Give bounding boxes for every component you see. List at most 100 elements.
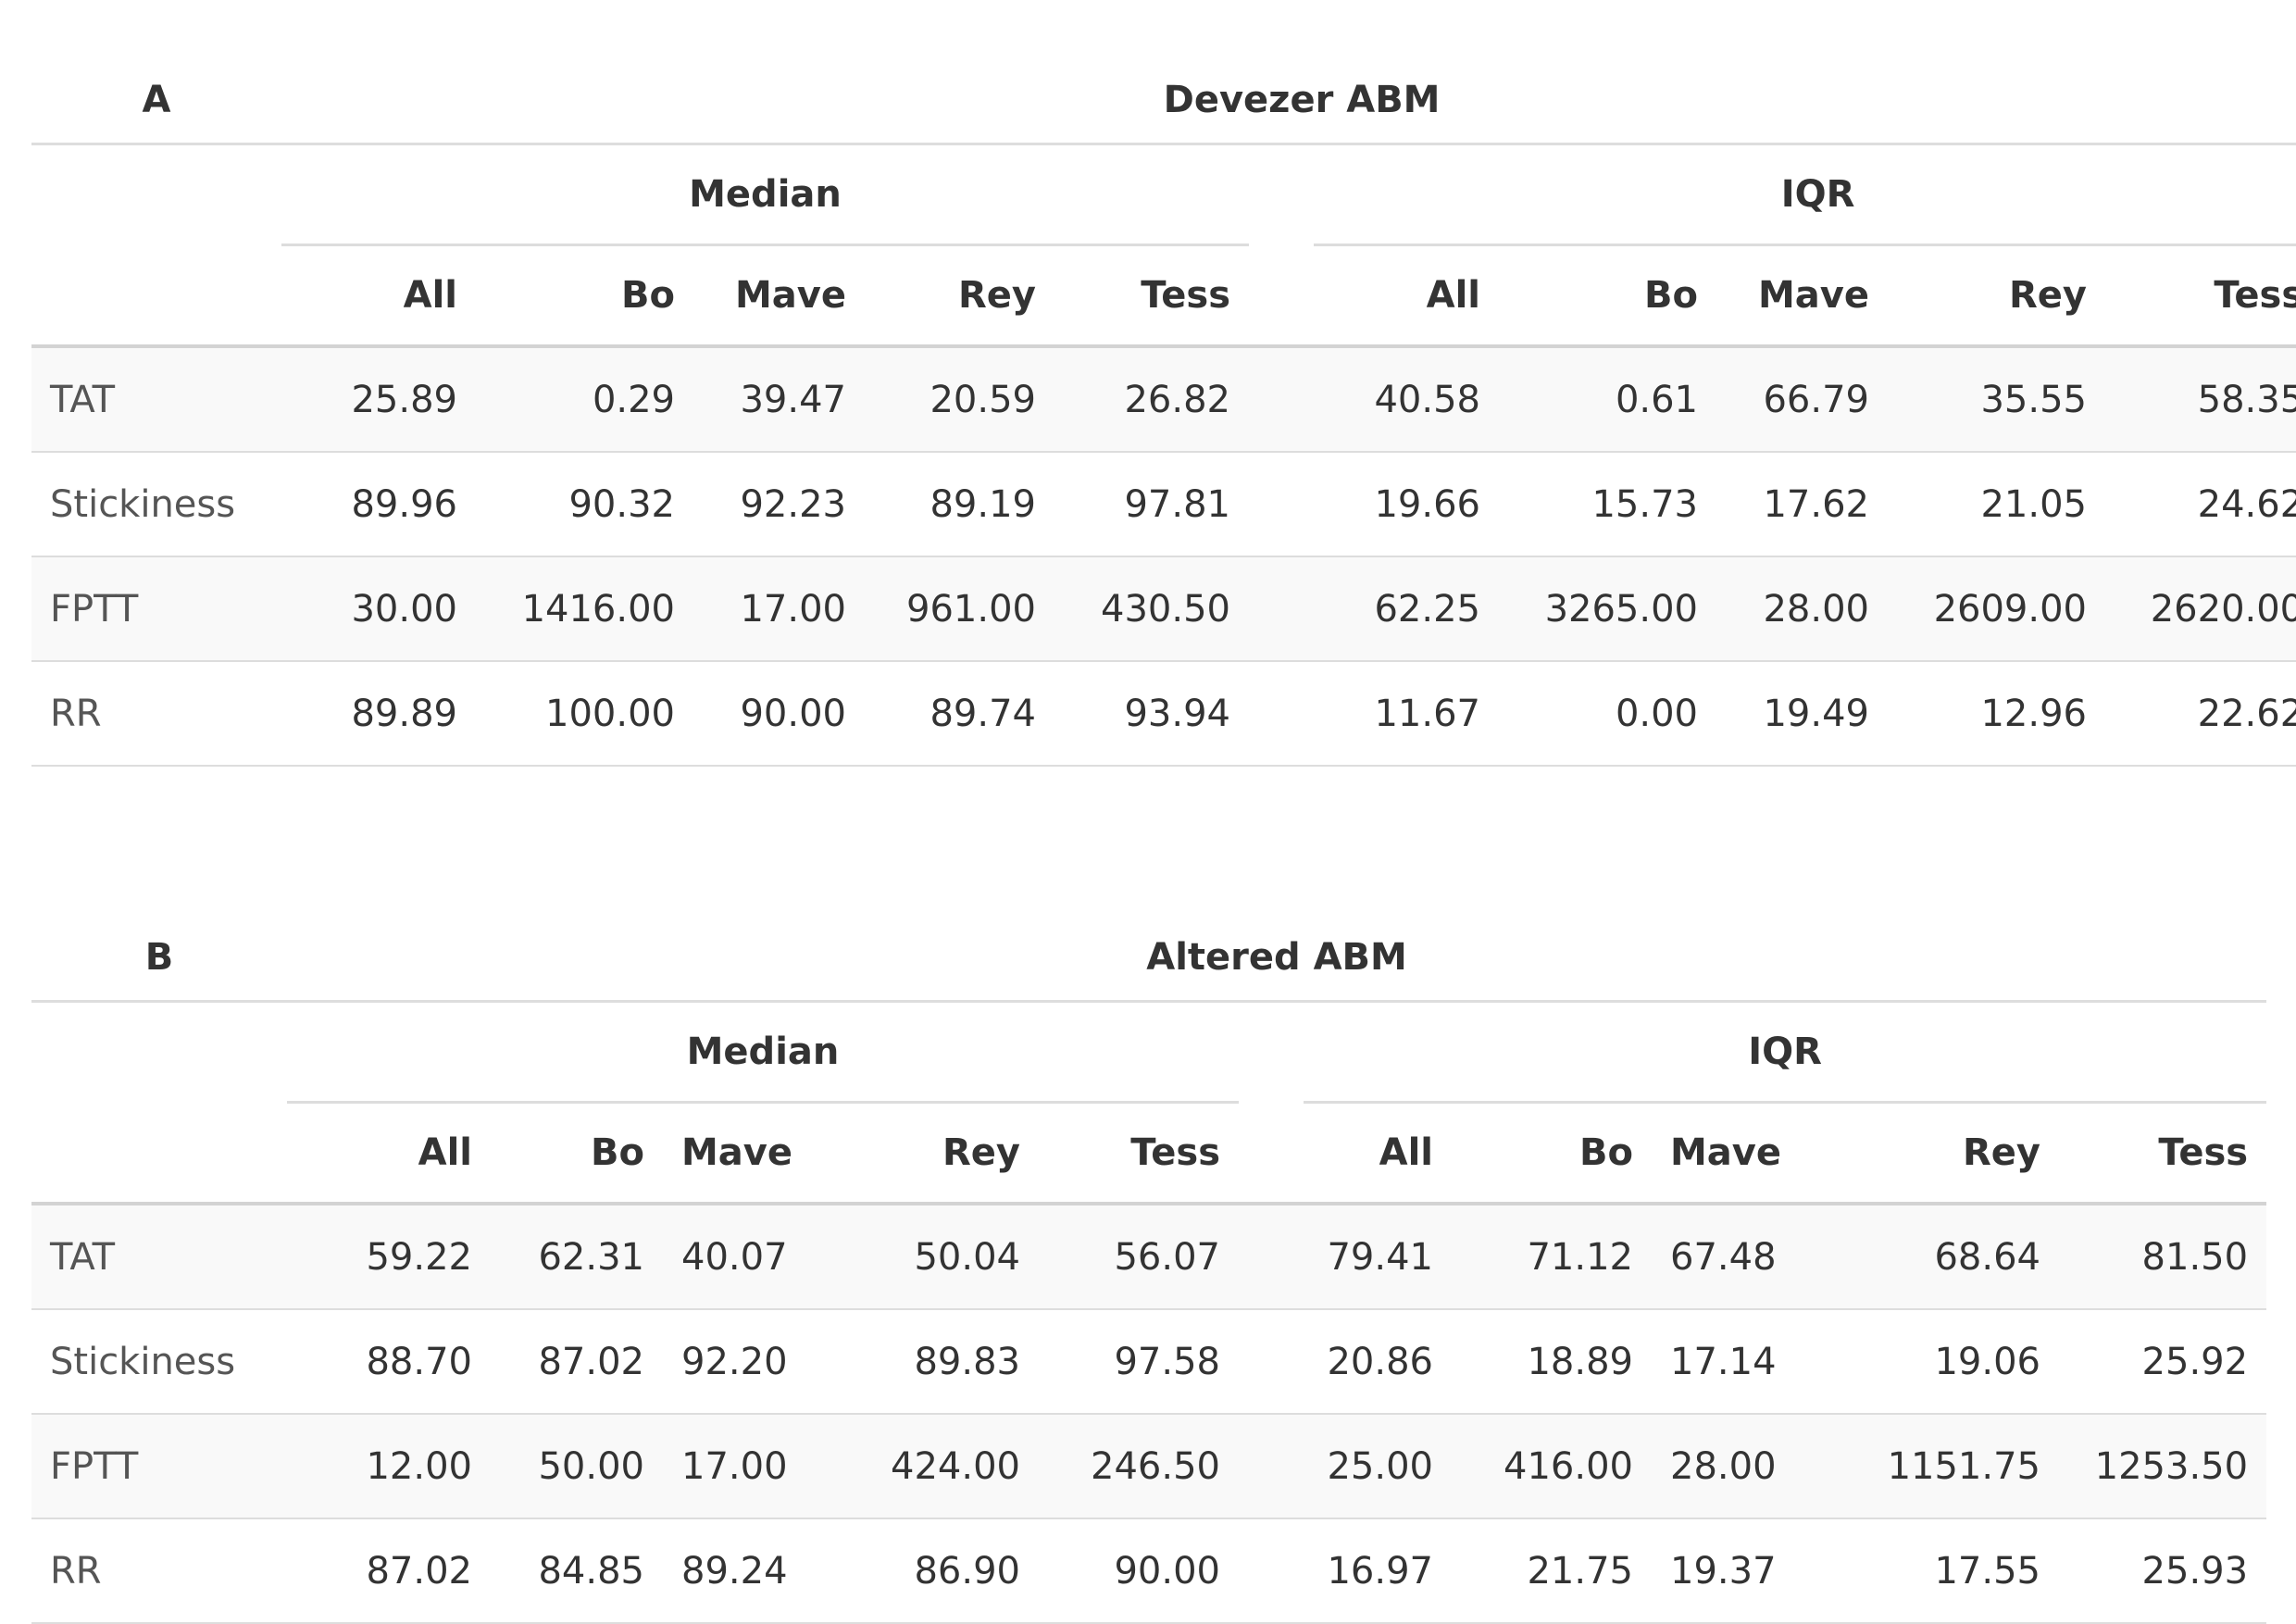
- cell-median-tess: 26.82: [1054, 348, 1249, 453]
- col-header-tess: Tess: [1054, 246, 1249, 348]
- col-header-bo: Bo: [491, 1104, 663, 1206]
- group-header-iqr: IQR: [1314, 145, 2296, 246]
- cell-median-bo: 50.00: [491, 1415, 663, 1519]
- cell-median-tess: 97.58: [1039, 1310, 1239, 1415]
- cell-median-rey: 50.04: [839, 1206, 1039, 1310]
- cell-iqr-rey: 1151.75: [1829, 1415, 2059, 1519]
- cell-iqr-tess: 22.62: [2105, 662, 2296, 767]
- cell-iqr-mave: 17.62: [1716, 453, 1888, 557]
- cell-iqr-tess: 2620.00: [2105, 557, 2296, 662]
- cell-median-rey: 86.90: [839, 1519, 1039, 1624]
- group-header-iqr: IQR: [1304, 1003, 2267, 1104]
- col-header-rey: Rey: [865, 246, 1054, 348]
- row-label: Stickiness: [31, 453, 281, 557]
- col-header-mave: Mave: [1716, 246, 1888, 348]
- stub-header: [31, 246, 281, 348]
- cell-iqr-bo: 21.75: [1452, 1519, 1652, 1624]
- cell-iqr-all: 20.86: [1304, 1310, 1452, 1415]
- table-label: A: [31, 57, 281, 145]
- table-label: B: [31, 915, 287, 1003]
- cell-median-mave: 90.00: [693, 662, 865, 767]
- row-label: TAT: [31, 348, 281, 453]
- cell-gap: [1249, 348, 1314, 453]
- table-row: FPTT 12.00 50.00 17.00 424.00 246.50 25.…: [31, 1415, 2267, 1519]
- cell-iqr-bo: 18.89: [1452, 1310, 1652, 1415]
- cell-median-mave: 92.23: [693, 453, 865, 557]
- cell-median-bo: 62.31: [491, 1206, 663, 1310]
- table-row: FPTT 30.00 1416.00 17.00 961.00 430.50 6…: [31, 557, 2296, 662]
- cell-iqr-all: 62.25: [1314, 557, 1499, 662]
- row-label: TAT: [31, 1206, 287, 1310]
- cell-gap: [1239, 1206, 1304, 1310]
- cell-gap: [1239, 1415, 1304, 1519]
- cell-median-all: 25.89: [281, 348, 476, 453]
- cell-iqr-rey: 2609.00: [1888, 557, 2105, 662]
- cell-median-mave: 39.47: [693, 348, 865, 453]
- table-a: A Devezer ABM Median IQR All Bo Mave Rey…: [31, 57, 2296, 767]
- col-header-rey: Rey: [839, 1104, 1039, 1206]
- table-row: Stickiness 88.70 87.02 92.20 89.83 97.58…: [31, 1310, 2267, 1415]
- cell-iqr-mave: 67.48: [1652, 1206, 1829, 1310]
- cell-iqr-tess: 1253.50: [2059, 1415, 2267, 1519]
- cell-median-bo: 1416.00: [476, 557, 693, 662]
- table-row: RR 87.02 84.85 89.24 86.90 90.00 16.97 2…: [31, 1519, 2267, 1624]
- col-header-all: All: [281, 246, 476, 348]
- cell-iqr-mave: 19.49: [1716, 662, 1888, 767]
- cell-median-bo: 0.29: [476, 348, 693, 453]
- cell-iqr-tess: 81.50: [2059, 1206, 2267, 1310]
- stub-spacer: [31, 145, 281, 246]
- table-row: RR 89.89 100.00 90.00 89.74 93.94 11.67 …: [31, 662, 2296, 767]
- cell-iqr-tess: 58.35: [2105, 348, 2296, 453]
- table-title: Devezer ABM: [281, 57, 2296, 145]
- cell-iqr-all: 79.41: [1304, 1206, 1452, 1310]
- cell-median-mave: 40.07: [663, 1206, 839, 1310]
- col-header-tess: Tess: [2105, 246, 2296, 348]
- row-label: RR: [31, 1519, 287, 1624]
- cell-iqr-rey: 17.55: [1829, 1519, 2059, 1624]
- cell-median-rey: 89.83: [839, 1310, 1039, 1415]
- col-header-bo: Bo: [1499, 246, 1716, 348]
- col-gap: [1239, 1104, 1304, 1206]
- row-label: Stickiness: [31, 1310, 287, 1415]
- col-header-tess: Tess: [1039, 1104, 1239, 1206]
- cell-median-tess: 93.94: [1054, 662, 1249, 767]
- stub-spacer: [31, 1003, 287, 1104]
- cell-iqr-rey: 35.55: [1888, 348, 2105, 453]
- cell-median-tess: 430.50: [1054, 557, 1249, 662]
- table-row: Stickiness 89.96 90.32 92.23 89.19 97.81…: [31, 453, 2296, 557]
- col-header-rey: Rey: [1829, 1104, 2059, 1206]
- group-header-median: Median: [287, 1003, 1239, 1104]
- cell-median-all: 12.00: [287, 1415, 491, 1519]
- cell-median-rey: 89.19: [865, 453, 1054, 557]
- cell-iqr-tess: 25.93: [2059, 1519, 2267, 1624]
- row-label: FPTT: [31, 1415, 287, 1519]
- cell-median-rey: 961.00: [865, 557, 1054, 662]
- cell-gap: [1239, 1310, 1304, 1415]
- cell-gap: [1249, 453, 1314, 557]
- cell-gap: [1249, 557, 1314, 662]
- row-label: RR: [31, 662, 281, 767]
- cell-iqr-bo: 416.00: [1452, 1415, 1652, 1519]
- summary-table-a: A Devezer ABM Median IQR All Bo Mave Rey…: [31, 57, 2296, 767]
- cell-iqr-all: 40.58: [1314, 348, 1499, 453]
- stub-header: [31, 1104, 287, 1206]
- cell-median-mave: 89.24: [663, 1519, 839, 1624]
- cell-iqr-bo: 71.12: [1452, 1206, 1652, 1310]
- cell-iqr-mave: 28.00: [1716, 557, 1888, 662]
- group-header-median: Median: [281, 145, 1249, 246]
- cell-iqr-bo: 15.73: [1499, 453, 1716, 557]
- cell-median-all: 30.00: [281, 557, 476, 662]
- cell-iqr-bo: 0.00: [1499, 662, 1716, 767]
- col-header-all: All: [1314, 246, 1499, 348]
- cell-median-all: 88.70: [287, 1310, 491, 1415]
- cell-median-all: 89.96: [281, 453, 476, 557]
- cell-gap: [1249, 662, 1314, 767]
- cell-iqr-bo: 3265.00: [1499, 557, 1716, 662]
- table-row: TAT 59.22 62.31 40.07 50.04 56.07 79.41 …: [31, 1206, 2267, 1310]
- group-gap: [1249, 145, 1314, 246]
- cell-median-mave: 17.00: [693, 557, 865, 662]
- table-b: B Altered ABM Median IQR All Bo Mave Rey…: [31, 915, 2267, 1624]
- cell-median-mave: 92.20: [663, 1310, 839, 1415]
- cell-iqr-bo: 0.61: [1499, 348, 1716, 453]
- cell-median-tess: 97.81: [1054, 453, 1249, 557]
